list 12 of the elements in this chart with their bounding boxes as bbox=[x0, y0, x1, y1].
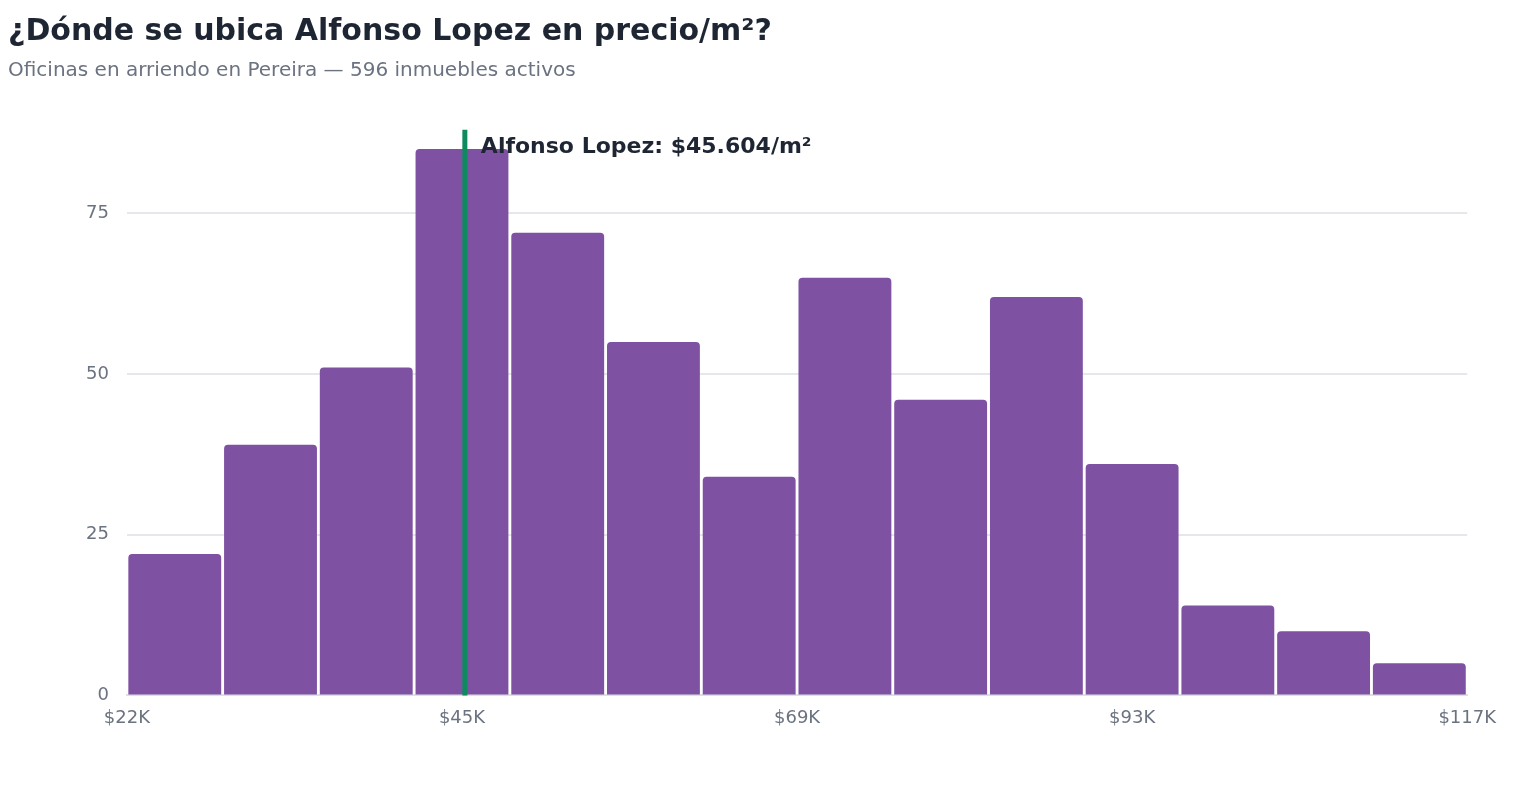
y-tick-label: 0 bbox=[97, 683, 109, 705]
x-tick-label: $93K bbox=[1109, 705, 1157, 727]
y-tick-label: 75 bbox=[86, 201, 109, 223]
x-tick-label: $22K bbox=[103, 705, 152, 727]
x-tick-label: $45K bbox=[438, 705, 487, 727]
chart-title: ¿Dónde se ubica Alfonso Lopez en precio/m²? bbox=[8, 12, 773, 47]
y-tick-label: 50 bbox=[86, 361, 109, 383]
x-tick-label: $117K bbox=[1438, 705, 1498, 727]
ref-line-label: Alfonso Lopez: $45.604/m² bbox=[480, 132, 812, 158]
x-tick-label: $69K bbox=[773, 705, 822, 727]
chart-subtitle: Oficinas en arriendo en Pereira — 596 inmuebles activos bbox=[8, 57, 577, 81]
y-tick-label: 25 bbox=[86, 522, 109, 544]
